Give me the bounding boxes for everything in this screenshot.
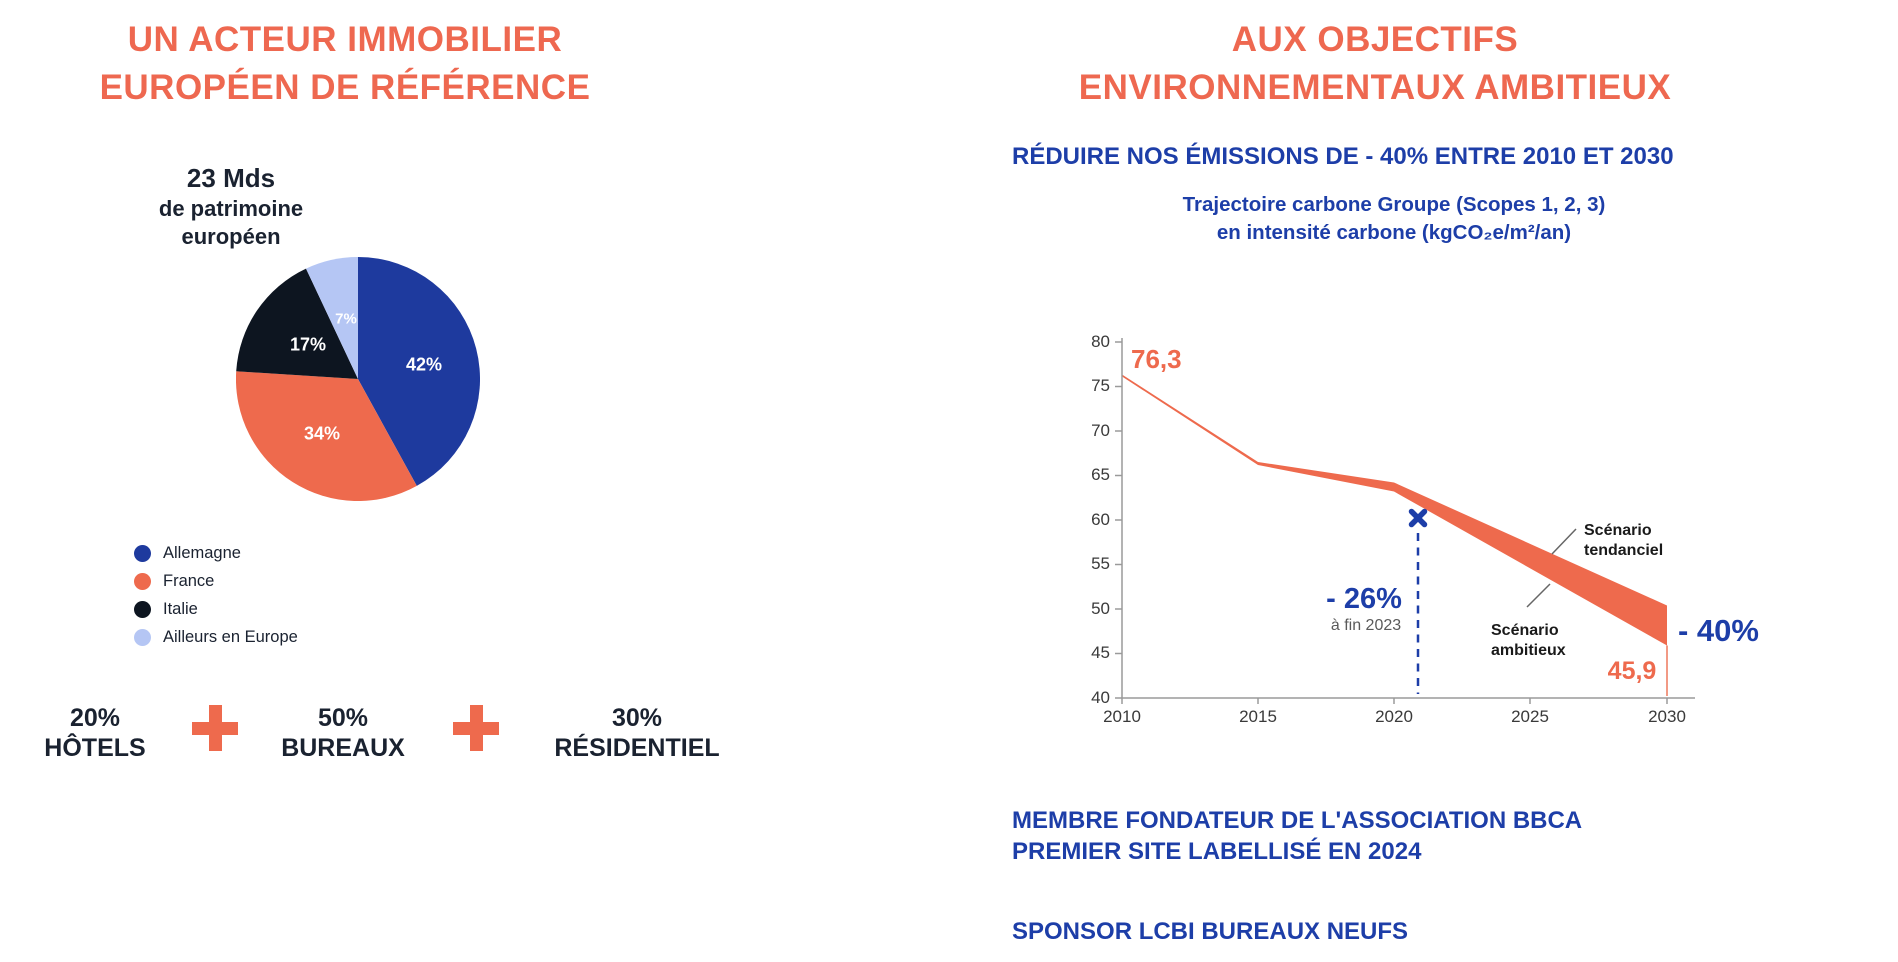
reduction-2023-note: à fin 2023 — [1330, 617, 1402, 634]
y-axis-ticks — [1115, 341, 1122, 655]
scenario-ambitieux-line2: ambitieux — [1491, 642, 1566, 659]
carbon-chart-title-line1: Trajectoire carbone Groupe (Scopes 1, 2,… — [1182, 193, 1606, 216]
ytick-65: 65 — [1091, 465, 1110, 484]
scenario-tendanciel-line2: tendanciel — [1584, 542, 1664, 559]
ytick-75: 75 — [1091, 376, 1110, 395]
callout-ambitieux-line — [1526, 583, 1551, 608]
patrimoine-line3: européen — [181, 224, 281, 249]
asset-hotels: 20% HÔTELS — [44, 703, 145, 763]
left-title-line2: EUROPÉEN DE RÉFÉRENCE — [99, 68, 591, 107]
ytick-80: 80 — [1091, 332, 1110, 351]
reduction-2023-label: - 26% — [1326, 583, 1402, 615]
legend-item-france: France — [134, 567, 298, 595]
footer-lcbi: SPONSOR LCBI BUREAUX NEUFS — [1012, 918, 1409, 945]
emissions-heading: RÉDUIRE NOS ÉMISSIONS DE - 40% ENTRE 201… — [1012, 143, 1674, 170]
legend-label-france: France — [163, 571, 215, 590]
footer-bbca-line2: PREMIER SITE LABELLISÉ EN 2024 — [1012, 838, 1422, 865]
legend-dot-allemagne-icon — [134, 544, 151, 562]
ytick-50: 50 — [1091, 599, 1110, 618]
target-label: - 40% — [1678, 613, 1759, 648]
footer-bbca-line1: MEMBRE FONDATEUR DE L'ASSOCIATION BBCA — [1012, 807, 1583, 834]
patrimoine-line2: de patrimoine — [158, 196, 304, 221]
carbon-chart-title-line2: en intensité carbone (kgCO₂e/m²/an) — [1216, 221, 1572, 244]
carbon-trajectory-chart — [1115, 338, 1695, 704]
asset-residentiel-pct: 30% — [611, 704, 663, 732]
ytick-40: 40 — [1091, 688, 1110, 707]
callout-tendanciel-line — [1551, 528, 1577, 555]
patrimoine-value: 23 Mds — [186, 163, 276, 193]
pie-pct-allemagne: 42% — [405, 354, 443, 375]
xtick-2015: 2015 — [1239, 707, 1277, 726]
legend-item-ailleurs: Ailleurs en Europe — [134, 623, 298, 651]
ytick-60: 60 — [1091, 510, 1110, 529]
right-title-line1: AUX OBJECTIFS — [1231, 20, 1519, 59]
legend-label-italie: Italie — [163, 599, 198, 618]
x-axis-ticks — [1121, 698, 1668, 704]
pie-slice-france — [236, 371, 417, 501]
xtick-2025: 2025 — [1511, 707, 1549, 726]
asset-bureaux: 50% BUREAUX — [281, 703, 405, 763]
asset-bureaux-label: BUREAUX — [281, 734, 405, 762]
pie-slice-italie — [236, 268, 358, 379]
asset-bureaux-pct: 50% — [317, 704, 369, 732]
legend-dot-france-icon — [134, 572, 151, 590]
scenario-tendanciel-label: Scénario tendanciel — [1584, 521, 1663, 561]
legend-dot-italie-icon — [134, 600, 151, 618]
legend-dot-ailleurs-icon — [134, 628, 151, 646]
left-title-line1: UN ACTEUR IMMOBILIER — [127, 20, 563, 59]
legend-label-ailleurs: Ailleurs en Europe — [163, 627, 298, 646]
pie-pct-france: 34% — [303, 423, 341, 444]
plus-icon — [192, 705, 238, 751]
right-title: AUX OBJECTIFS ENVIRONNEMENTAUX AMBITIEUX — [1040, 16, 1710, 112]
right-title-line2: ENVIRONNEMENTAUX AMBITIEUX — [1078, 68, 1672, 107]
left-title: UN ACTEUR IMMOBILIER EUROPÉEN DE RÉFÉREN… — [40, 16, 650, 112]
legend-label-allemagne: Allemagne — [163, 543, 241, 562]
asset-residentiel-label: RÉSIDENTIEL — [554, 734, 720, 762]
ytick-70: 70 — [1091, 421, 1110, 440]
asset-hotels-pct: 20% — [69, 704, 121, 732]
start-value-label: 76,3 — [1131, 344, 1182, 374]
ytick-55: 55 — [1091, 554, 1110, 573]
asset-hotels-label: HÔTELS — [44, 734, 146, 762]
xtick-2020: 2020 — [1375, 707, 1413, 726]
plus-icon — [453, 705, 499, 751]
patrimoine-label: 23 Mds de patrimoine européen — [100, 162, 362, 251]
scenario-ambitieux-line1: Scénario — [1491, 622, 1559, 639]
pie-slice-ailleurs — [306, 257, 358, 379]
portfolio-pie-chart — [236, 257, 480, 501]
x-marker-icon — [1408, 508, 1428, 528]
pie-slice-allemagne — [358, 257, 480, 486]
xtick-2030: 2030 — [1648, 707, 1686, 726]
carbon-chart-title: Trajectoire carbone Groupe (Scopes 1, 2,… — [1094, 191, 1694, 247]
asset-residentiel: 30% RÉSIDENTIEL — [554, 703, 719, 763]
pie-pct-ailleurs: 7% — [335, 310, 357, 328]
legend-item-italie: Italie — [134, 595, 298, 623]
legend-item-allemagne: Allemagne — [134, 539, 298, 567]
scenario-tendanciel-line1: Scénario — [1584, 522, 1652, 539]
scenario-ambitieux-label: Scénario ambitieux — [1491, 621, 1566, 661]
pie-pct-italie: 17% — [289, 334, 327, 355]
ytick-45: 45 — [1091, 643, 1110, 662]
pie-legend: Allemagne France Italie Ailleurs en Euro… — [134, 539, 298, 651]
xtick-2010: 2010 — [1103, 707, 1141, 726]
end-value-label: 45,9 — [1607, 657, 1657, 685]
